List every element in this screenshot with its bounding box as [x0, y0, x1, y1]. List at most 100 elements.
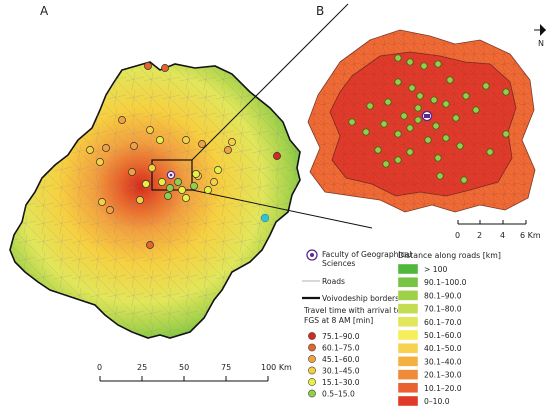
legend-travel-label: 45.1–60.0 [322, 355, 360, 364]
legend-travel-swatch [308, 389, 316, 398]
map-point [178, 186, 186, 194]
legend-roads-label: Roads [322, 277, 345, 286]
inset-map-point [394, 130, 402, 138]
map-point [130, 142, 138, 150]
legend-travel-title-2: FGS at 8 AM [min] [304, 316, 373, 325]
legend-travel-swatch [308, 343, 316, 352]
legend-distance-classes: > 100 90.1–100.0 80.1–90.0 70.1–80.0 60.1–70… [397, 263, 467, 407]
north-label: N [538, 39, 544, 48]
map-point [118, 116, 126, 124]
map-point [106, 206, 114, 214]
inset-map-point [446, 76, 454, 84]
map-point [190, 182, 198, 190]
map-point [204, 186, 212, 194]
legend-distance-swatch [397, 369, 419, 380]
inset-map-point [420, 62, 428, 70]
map-point [102, 144, 110, 152]
connector-line-bottom [191, 189, 373, 229]
legend-distance-label: 30.1–40.0 [424, 357, 462, 366]
map-point [98, 198, 106, 206]
legend-distance-swatch [397, 290, 419, 301]
legend-distance-swatch [397, 356, 419, 367]
inset-map-point [362, 128, 370, 136]
legend-travel-label: 0.5–15.0 [322, 390, 355, 399]
legend-borders-label: Voivodeship borders [322, 294, 399, 303]
inset-map-point [424, 136, 432, 144]
inset-map-point [348, 118, 356, 126]
legend-distance-swatch [397, 316, 419, 327]
map-point [273, 152, 281, 160]
inset-map-point [416, 92, 424, 100]
inset-map-point [460, 176, 468, 184]
inset-scale-tick-6: 6 Km [520, 231, 541, 240]
map-point [146, 126, 154, 134]
legend-travel-label: 75.1–90.0 [322, 332, 360, 341]
inset-scale-bar: 0 2 4 6 Km [455, 220, 541, 240]
legend-distance-label: 20.1–30.0 [424, 371, 462, 380]
map-point [174, 178, 182, 186]
legend-distance-label: 40.1–50.0 [424, 344, 462, 353]
legend-travel-swatch [308, 366, 316, 375]
legend-travel-time: Faculty of Geographical Sciences Roads V… [302, 249, 412, 399]
map-point [96, 158, 104, 166]
map-point [182, 136, 190, 144]
map-point [182, 194, 190, 202]
map-point [210, 178, 218, 186]
legend-distance-swatch [397, 395, 419, 407]
inset-scale-tick-0: 0 [455, 231, 460, 240]
inset-map-point [502, 130, 510, 138]
inset-map-point [432, 122, 440, 130]
map-point [136, 196, 144, 204]
map-point [144, 62, 152, 70]
inset-map-point [406, 124, 414, 132]
legend-travel-swatch [308, 378, 316, 386]
map-point [158, 178, 166, 186]
main-scale-tick-100: 100 Km [261, 363, 292, 372]
inset-map-point [382, 160, 390, 168]
map-point [192, 170, 200, 178]
inset-city-map [307, 29, 536, 213]
inset-map-point [442, 100, 450, 108]
inset-map-point [380, 120, 388, 128]
map-point [214, 166, 222, 174]
legend-distance-label: 0–10.0 [424, 397, 450, 406]
map-point [161, 64, 169, 72]
map-point-highlight [260, 213, 270, 223]
connector-line-top [191, 3, 349, 161]
map-point [198, 140, 206, 148]
inset-scale-tick-4: 4 [500, 231, 505, 240]
north-arrow: N [534, 24, 546, 48]
legend-distance-swatch [397, 303, 419, 314]
map-point [146, 241, 154, 249]
legend-travel-label: 30.1–45.0 [322, 367, 360, 376]
fgs-marker-main [166, 170, 176, 180]
inset-map-point [384, 98, 392, 106]
legend-distance-label: 10.1–20.0 [424, 384, 462, 393]
inset-map-points [348, 54, 510, 184]
map-point [148, 164, 156, 172]
map-point [228, 138, 236, 146]
inset-map-point [406, 58, 414, 66]
legend-distance-swatch [397, 277, 419, 288]
legend-distance: Distance along roads [km] > 100 90.1–100.… [397, 251, 501, 407]
legend-distance-swatch [397, 263, 419, 275]
inset-map-point [366, 102, 374, 110]
inset-map-point [442, 134, 450, 142]
legend-distance-swatch [397, 343, 419, 354]
inset-map-point [394, 78, 402, 86]
inset-map-point [434, 154, 442, 162]
inset-map-point [434, 60, 442, 68]
legend-travel-classes: 75.1–90.0 60.1–75.0 45.1–60.0 30.1–45.0 15.1… [308, 332, 360, 399]
inset-map-point [406, 148, 414, 156]
inset-scale-tick-2: 2 [477, 231, 482, 240]
legend-distance-label: 80.1–90.0 [424, 291, 462, 300]
inset-map-point [414, 104, 422, 112]
map-point [224, 146, 232, 154]
legend-distance-label: 90.1–100.0 [424, 278, 467, 287]
legend-travel-title-1: Travel time with arrival to [303, 306, 402, 315]
panel-label-a: A [40, 4, 49, 18]
inset-map-point [472, 106, 480, 114]
legend-distance-label: > 100 [424, 265, 447, 274]
